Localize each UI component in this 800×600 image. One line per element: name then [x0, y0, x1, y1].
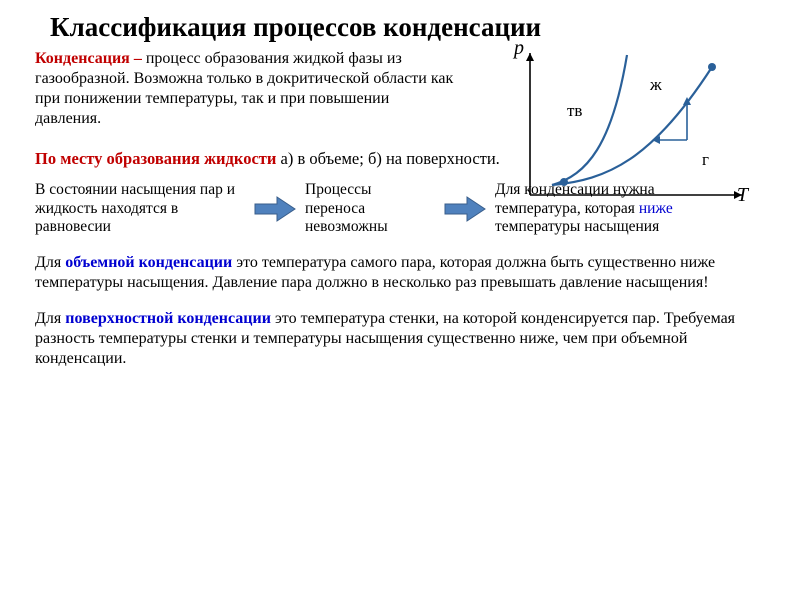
- p1-a: Для: [35, 254, 65, 271]
- flow-arrow-icon: [251, 193, 299, 225]
- p2-keyword: поверхностной конденсации: [65, 310, 271, 327]
- curve-upper: [552, 55, 627, 185]
- paragraph-volume: Для объемной конденсации это температура…: [35, 253, 770, 293]
- subheading-tail: а) в объеме; б) на поверхности.: [276, 149, 499, 168]
- region-gas: г: [702, 150, 709, 170]
- axis-y-arrow: [526, 53, 534, 61]
- content-area: Конденсация – процесс образования жидкой…: [0, 43, 800, 369]
- critical-point: [708, 63, 716, 71]
- definition-block: Конденсация – процесс образования жидкой…: [35, 49, 455, 129]
- triple-point: [560, 178, 568, 186]
- flow-c3-b: температуры насыщения: [495, 218, 659, 235]
- subheading-lead: По месту образования жидкости: [35, 149, 276, 168]
- definition-term: Конденсация –: [35, 50, 142, 67]
- curve-lower: [552, 67, 712, 185]
- flow-cell-1: В состоянии насыщения пар и жидкость нах…: [35, 181, 245, 237]
- p1-keyword: объемной конденсации: [65, 254, 232, 271]
- region-solid: тв: [567, 101, 582, 121]
- paragraph-surface: Для поверхностной конденсации это темпер…: [35, 309, 770, 369]
- region-liquid: ж: [650, 75, 662, 95]
- phase-diagram: T p тв ж г: [512, 45, 752, 215]
- axis-x-label: T: [737, 184, 748, 207]
- flow-arrow-icon: [441, 193, 489, 225]
- p2-a: Для: [35, 310, 65, 327]
- page-title: Классификация процессов конденсации: [0, 0, 800, 43]
- axis-y-label: p: [514, 37, 524, 60]
- flow-cell-2: Процессы переноса невозможны: [305, 181, 435, 237]
